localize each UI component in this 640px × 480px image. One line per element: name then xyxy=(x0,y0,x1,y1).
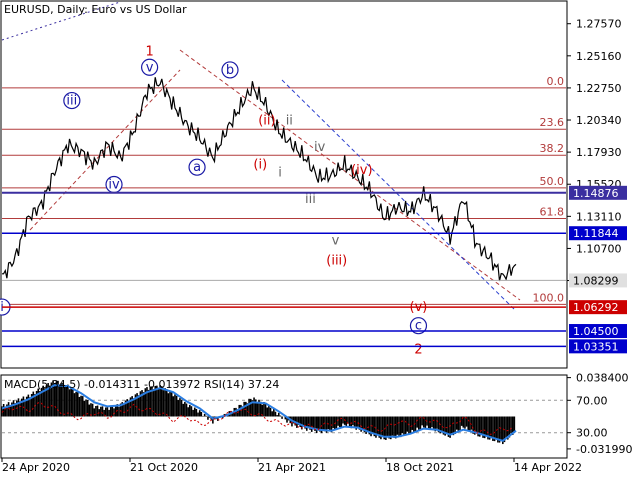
wave-circle-6 xyxy=(188,158,206,176)
time-tick-label-0: 24 Apr 2020 xyxy=(2,461,70,474)
level-label-1: 1.11844 xyxy=(573,227,619,240)
price-tick-label-7: 1.10700 xyxy=(576,242,622,255)
price-tick-label-3: 1.20340 xyxy=(576,114,622,127)
wave-circle-2 xyxy=(63,91,81,110)
fib-label-2: 38.2 xyxy=(540,142,565,155)
level-box-5 xyxy=(569,339,627,354)
wave-label-11: iv xyxy=(314,140,326,155)
ind-tick-label-1: 70.00 xyxy=(576,394,608,407)
level-box-3 xyxy=(569,300,627,315)
wave-label-6: a xyxy=(193,160,201,175)
wave-label-10: i xyxy=(278,166,282,181)
price-tick-label-4: 1.17930 xyxy=(576,146,622,159)
symbol-title: EURUSD, Daily: Euro vs US Dollar xyxy=(4,3,187,16)
wave-label-17: c xyxy=(415,319,422,334)
wave-label-3: iv xyxy=(108,177,120,192)
price-line xyxy=(2,77,517,282)
level-box-4 xyxy=(569,324,627,339)
level-label-0: 1.14876 xyxy=(573,187,619,200)
wave-label-13: (iv) xyxy=(351,163,372,178)
wave-label-14: v xyxy=(332,233,340,248)
indicator-plot-area xyxy=(1,380,566,445)
wave-label-7: (ii) xyxy=(258,114,275,129)
price-tick-label-1: 1.25160 xyxy=(576,50,622,63)
price-panel-frame xyxy=(0,0,568,369)
wave-circle-1 xyxy=(141,58,159,76)
level-label-2: 1.08299 xyxy=(573,274,619,287)
time-tick-label-1: 21 Oct 2020 xyxy=(130,461,198,474)
level-box-0 xyxy=(569,185,627,200)
time-axis: 24 Apr 2020 21 Oct 2020 21 Apr 2021 18 Oct … xyxy=(1,458,582,474)
wave-label-9: (i) xyxy=(253,158,267,173)
fib-label-3: 50.0 xyxy=(540,175,565,188)
wave-circle-5 xyxy=(221,61,239,79)
time-tick-label-4: 14 Apr 2022 xyxy=(514,461,582,474)
wave-label-18: 2 xyxy=(414,343,422,358)
wave-label-12: iii xyxy=(305,192,316,207)
price-levels: 1.14876 1.11844 1.08299 1.06292 1.04500 1.033… xyxy=(2,185,627,354)
wave-label-15: (iii) xyxy=(326,253,347,268)
indicator-title: MACD(5,34,5) -0.014311 -0.013972 RSI(14)… xyxy=(4,378,279,391)
level-label-5: 1.03351 xyxy=(573,340,619,353)
trend-line-down-blue xyxy=(281,79,516,311)
wave-circle-17 xyxy=(409,317,428,335)
wave-label-0: 1 xyxy=(145,44,153,59)
trend-line-up xyxy=(29,69,181,231)
ind-tick-label-3: -0.031990 xyxy=(576,443,632,456)
price-tick-label-6: 1.13110 xyxy=(576,210,622,223)
level-label-3: 1.06292 xyxy=(573,301,619,314)
fib-label-1: 23.6 xyxy=(540,116,565,129)
time-tick-label-2: 21 Apr 2021 xyxy=(258,461,326,474)
price-tick-label-2: 1.22750 xyxy=(576,82,622,95)
fib-label-5: 100.0 xyxy=(533,291,565,304)
wave-label-5: b xyxy=(226,63,234,78)
wave-label-1: v xyxy=(146,60,154,75)
wave-label-2: iii xyxy=(66,94,77,109)
ind-tick-label-2: 30.00 xyxy=(576,427,608,440)
price-plot-area: 0.023.638.250.061.8100.01viiiiviba(ii)ii… xyxy=(0,1,566,358)
level-box-2 xyxy=(569,273,627,288)
trend-line-top xyxy=(1,1,121,41)
level-box-1 xyxy=(569,226,627,241)
price-tick-label-0: 1.27570 xyxy=(576,18,622,31)
ind-tick-label-0: 0.038400 xyxy=(576,372,629,385)
fib-label-4: 61.8 xyxy=(540,205,565,218)
rsi-line xyxy=(1,402,514,435)
fib-label-0: 0.0 xyxy=(547,75,565,88)
level-label-4: 1.04500 xyxy=(573,325,619,338)
time-tick-label-3: 18 Oct 2021 xyxy=(386,461,454,474)
price-axis: 1.275701.251601.227501.203401.179301.155… xyxy=(567,18,622,288)
macd-signal-line xyxy=(1,384,517,442)
indicator-axis: 0.038400 70.00 30.00 -0.031990 xyxy=(567,372,632,456)
wave-label-8: ii xyxy=(286,114,293,129)
